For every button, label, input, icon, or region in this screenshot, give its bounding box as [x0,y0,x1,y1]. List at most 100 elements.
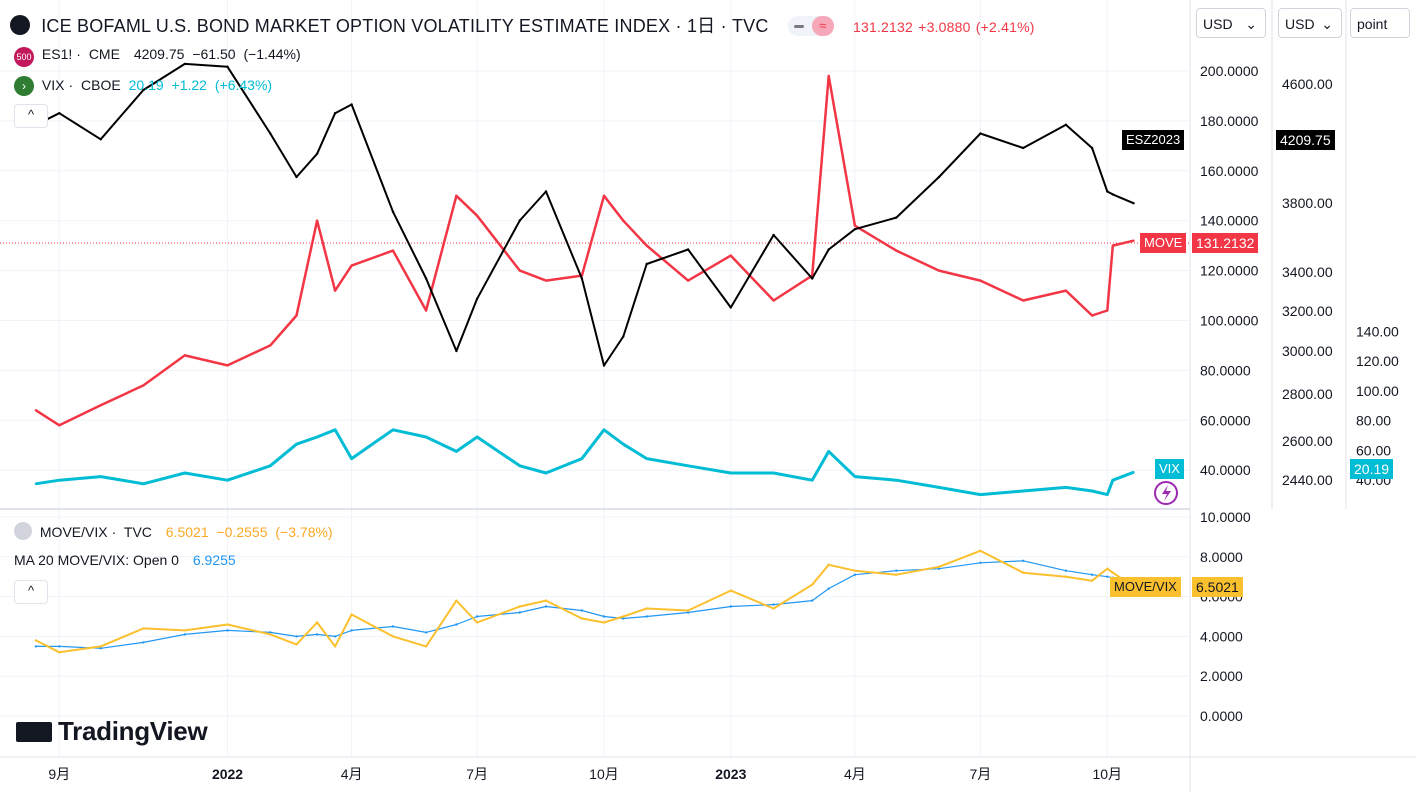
ma-series-line-point [729,605,732,608]
move-tag: MOVE [1140,233,1187,253]
move-series-line-point [1090,314,1094,317]
ma-series-line-point [295,635,298,638]
vix-price-tag: 20.19 [1350,459,1394,479]
ma-series-line-point [1106,575,1109,578]
unit-select-usd-1[interactable]: USD ⌄ [1196,8,1266,38]
chevron-down-icon: ⌄ [1245,16,1257,32]
collapse-icon: ^ [27,107,35,122]
time-label-4: 10月 [589,766,619,782]
title-last: 131.2132 [852,19,913,35]
price-axes: 40.0000 60.0000 80.0000 100.0000 120.0000 140… [1200,63,1399,724]
es-series-line-point [99,138,102,141]
legend-vix[interactable]: › VIX · CBOE 20.19 +1.22 (+6.43%) [14,76,276,96]
vix-series-line-point [1090,489,1094,493]
vix-series-line-point [729,471,732,475]
unit-select-point[interactable]: point [1350,8,1410,38]
vix-series-line [35,428,1135,497]
ma-series-line-point [602,615,606,618]
point-axis-tick-2: 80.00 [1356,413,1391,429]
es-change: −61.50 [192,46,236,62]
ma-series-line-point [226,629,229,632]
ratio-series-line-point [937,565,941,568]
ma-series-line-point [455,623,458,626]
series-group [34,62,1135,654]
es-series-line [35,62,1134,367]
gridlines [0,0,1190,757]
legend-ma[interactable]: MA 20 MOVE/VIX: Open 0 6.9255 [14,552,240,568]
ratio-series-line-point [1022,571,1025,574]
move-series-line-point [315,219,319,222]
ratio-series-line-point [622,615,625,618]
es-sep: · [76,46,81,62]
ratio-series-line-point [183,629,186,632]
unit-label: USD [1203,16,1233,32]
vix-arrow-icon: › [14,76,34,96]
es-series-line-point [1111,193,1115,196]
vix-series-line-point [602,428,606,431]
es-series-line-point [729,306,732,309]
collapse-pane-button[interactable]: ^ [14,580,48,604]
move-series-line-point [772,299,775,302]
ratio-symbol: MOVE/VIX [39,524,108,540]
ma-series-line-point [686,611,690,614]
es-series-line-point [622,335,625,338]
move-axis-tick-4: 120.0000 [1200,263,1259,279]
ratio-series-line-point [295,643,298,646]
ratio-series-line-point [34,639,38,642]
tradingview-logo[interactable]: TradingView [16,716,208,747]
vix-series-line-point [315,435,319,439]
move-axis-tick-0: 40.0000 [1200,462,1251,478]
vix-series-line-point [475,435,479,439]
vix-series-line-point [455,450,458,453]
ma-series-line-point [827,587,830,590]
move-series-line-point [142,384,145,387]
ma-series-line-point [424,631,428,634]
legend-es[interactable]: 500 ES1! · CME 4209.75 −61.50 (−1.44%) [14,46,305,67]
visibility-toggle[interactable]: ≈ [787,16,834,36]
move-series-line-point [391,249,395,252]
es-series-line-point [269,132,272,135]
move-axis-tick-5: 140.0000 [1200,213,1259,229]
ma-label: MA 20 MOVE/VIX: Open 0 [14,552,179,568]
unit-select-usd-2[interactable]: USD ⌄ [1278,8,1342,38]
vix-series-line-point [269,464,272,467]
ratio-series-line-point [269,633,272,636]
main-series-legend: ICE BOFAML U.S. BOND MARKET OPTION VOLAT… [10,12,1035,38]
es-series-line-point [602,364,606,367]
collapse-legend-button[interactable]: ^ [14,104,48,128]
move-series-line-point [686,279,690,282]
ratio-series-line [35,549,1135,654]
ma-series-line [35,560,1134,649]
ma-series-line-point [34,645,38,648]
ratio-series-line-point [827,563,830,566]
move-series-line-point [226,364,229,367]
vix-pct: (+6.43%) [214,77,273,93]
move-series-line-point [729,254,732,257]
vix-exchange: CBOE [81,77,121,93]
es-series-line-point [1106,190,1109,193]
time-label-6: 4月 [844,766,866,782]
es-axis-tick-7: 4600.00 [1282,76,1333,92]
vix-series-line-point [853,475,857,478]
time-label-0: 9月 [48,766,70,782]
ratio-axis-tick-1: 2.0000 [1200,668,1243,684]
ratio-series-line-point [686,609,690,612]
time-label-1: 2022 [212,766,243,782]
es-axis-tick-3: 3000.00 [1282,343,1333,359]
move-axis-tick-8: 200.0000 [1200,63,1259,79]
ratio-logo-icon [14,522,32,540]
es-series-line-point [183,62,186,66]
compare-icon: ≈ [811,16,834,36]
vix-change: +1.22 [171,77,207,93]
move-series-line-point [269,344,272,347]
vix-sep: · [68,77,74,93]
vix-series-line-point [1064,486,1068,489]
legend-ratio[interactable]: MOVE/VIX · TVC 6.5021 −0.2555 (−3.78%) [14,522,337,540]
ma-series-line-point [99,647,102,650]
ratio-value: 6.5021 [165,524,209,540]
tv-logo-icon [16,722,52,742]
ratio-series-line-point [979,549,982,552]
time-label-7: 7月 [970,766,992,782]
es-series-line-point [937,175,941,179]
